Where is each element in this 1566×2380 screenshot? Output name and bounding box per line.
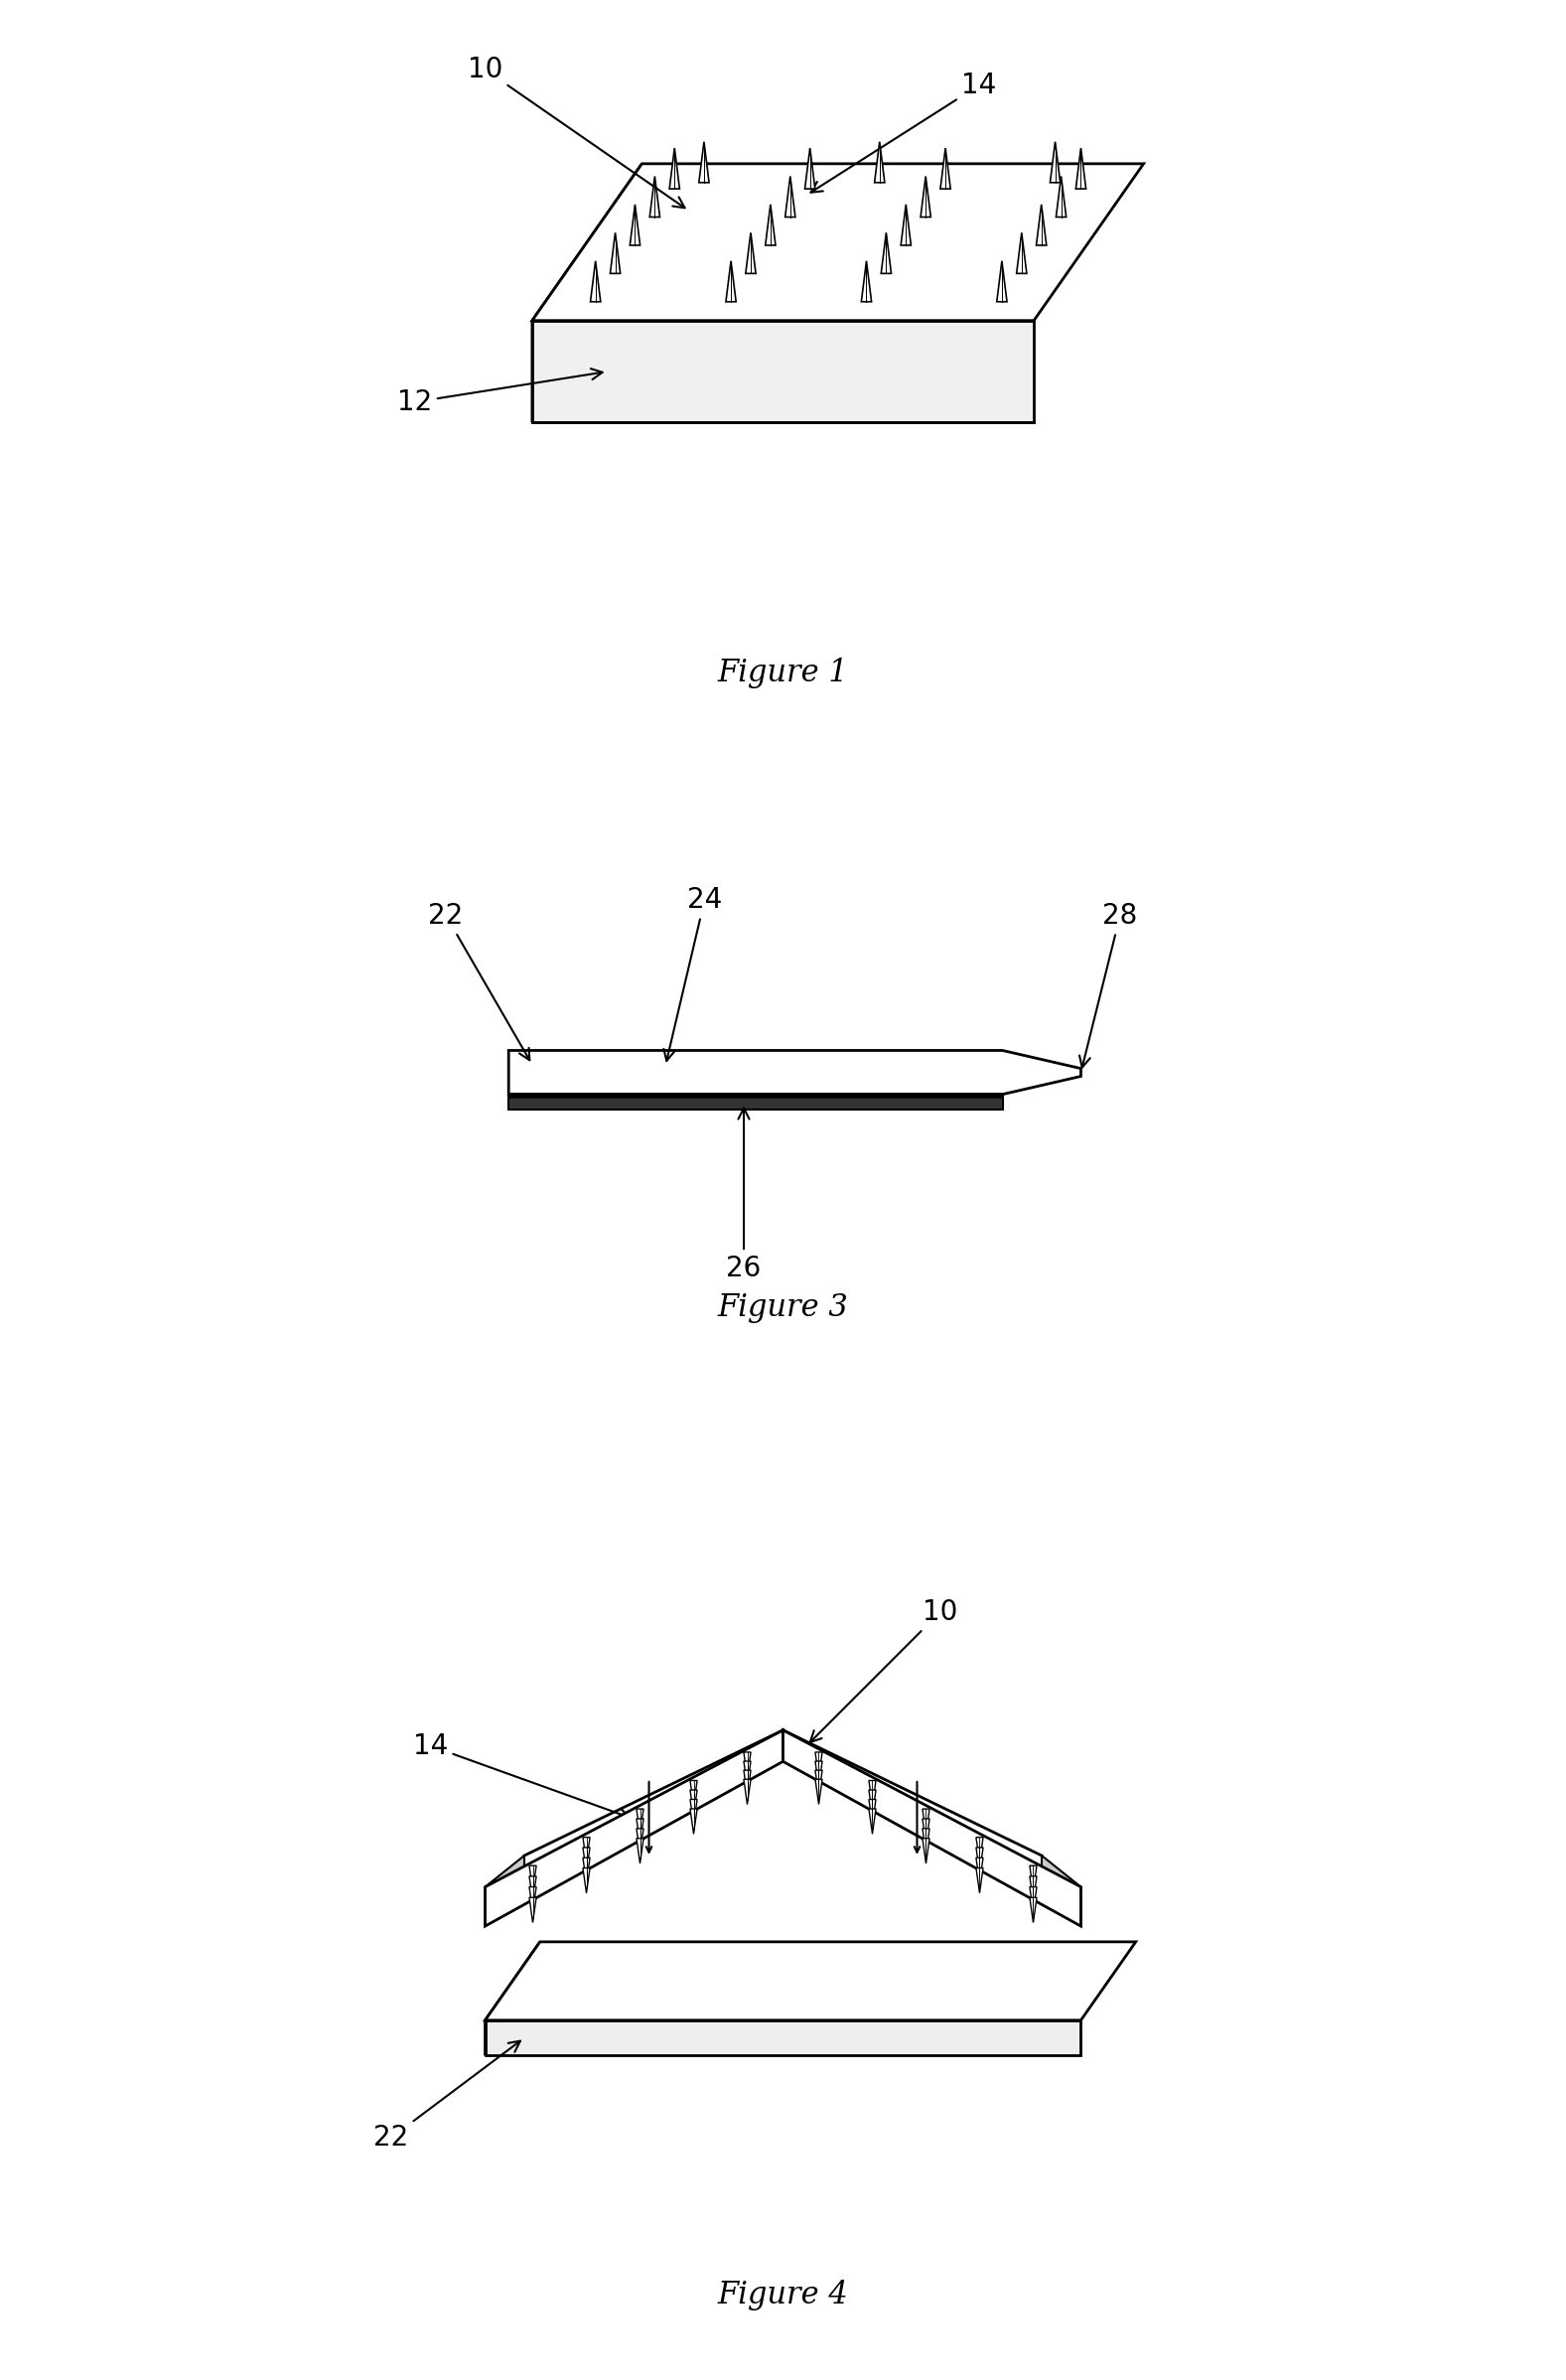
Polygon shape [805,148,814,188]
Polygon shape [861,262,872,302]
Text: 14: 14 [811,71,996,193]
Text: Figure 1: Figure 1 [717,657,849,688]
Polygon shape [509,1050,1081,1095]
Polygon shape [922,1818,930,1845]
Text: 22: 22 [429,902,529,1059]
Polygon shape [691,1799,697,1825]
Text: 26: 26 [727,1109,761,1283]
Polygon shape [698,143,709,183]
Polygon shape [900,205,911,245]
Polygon shape [485,1942,540,2056]
Polygon shape [529,1887,536,1911]
Polygon shape [583,1847,590,1873]
Polygon shape [1030,1866,1037,1890]
Polygon shape [940,148,951,188]
Polygon shape [636,1809,644,1835]
Polygon shape [532,164,1143,321]
Text: 10: 10 [810,1599,957,1742]
Polygon shape [869,1790,875,1816]
Polygon shape [744,1771,750,1795]
Polygon shape [669,148,680,188]
Polygon shape [1030,1875,1037,1902]
Polygon shape [922,1809,930,1835]
Text: 22: 22 [374,2042,520,2152]
Text: 28: 28 [1079,902,1137,1069]
Polygon shape [636,1818,644,1845]
Polygon shape [783,1730,1081,1925]
Text: Figure 3: Figure 3 [717,1292,849,1323]
Text: 14: 14 [413,1733,630,1818]
Polygon shape [1076,148,1085,188]
Polygon shape [744,1780,750,1804]
Polygon shape [1016,233,1027,274]
Polygon shape [869,1809,875,1835]
Polygon shape [485,1730,783,1925]
Polygon shape [583,1868,590,1892]
Polygon shape [745,233,756,274]
Polygon shape [976,1837,983,1864]
Polygon shape [921,176,930,217]
Polygon shape [583,1859,590,1883]
Polygon shape [1037,205,1046,245]
Polygon shape [976,1868,983,1892]
Polygon shape [636,1828,644,1854]
Polygon shape [485,1942,1135,2021]
Polygon shape [816,1771,822,1795]
Polygon shape [485,2021,1081,2056]
Polygon shape [727,262,736,302]
Polygon shape [532,321,1034,424]
Polygon shape [785,176,796,217]
Polygon shape [485,1856,525,1925]
Polygon shape [1030,1887,1037,1911]
Polygon shape [922,1828,930,1854]
Polygon shape [529,1866,536,1890]
Polygon shape [630,205,640,245]
Polygon shape [691,1809,697,1835]
Polygon shape [976,1859,983,1883]
Polygon shape [1055,176,1066,217]
Polygon shape [636,1837,644,1864]
Polygon shape [509,1095,1002,1109]
Polygon shape [976,1847,983,1873]
Polygon shape [691,1780,697,1806]
Polygon shape [744,1761,750,1787]
Polygon shape [691,1790,697,1816]
Polygon shape [766,205,775,245]
Polygon shape [874,143,885,183]
Polygon shape [816,1780,822,1804]
Polygon shape [744,1752,750,1778]
Polygon shape [611,233,620,274]
Polygon shape [816,1761,822,1787]
Polygon shape [922,1837,930,1864]
Polygon shape [1030,1897,1037,1923]
Polygon shape [583,1837,590,1864]
Polygon shape [532,164,642,424]
Text: 10: 10 [468,55,684,207]
Polygon shape [1041,1856,1081,1925]
Polygon shape [882,233,891,274]
Polygon shape [1051,143,1060,183]
Polygon shape [590,262,601,302]
Text: 24: 24 [664,885,722,1061]
Polygon shape [529,1875,536,1902]
Text: Figure 4: Figure 4 [717,2280,849,2311]
Polygon shape [869,1780,875,1806]
Polygon shape [816,1752,822,1778]
Text: 12: 12 [398,369,603,416]
Polygon shape [998,262,1007,302]
Polygon shape [529,1897,536,1923]
Polygon shape [650,176,659,217]
Polygon shape [869,1799,875,1825]
